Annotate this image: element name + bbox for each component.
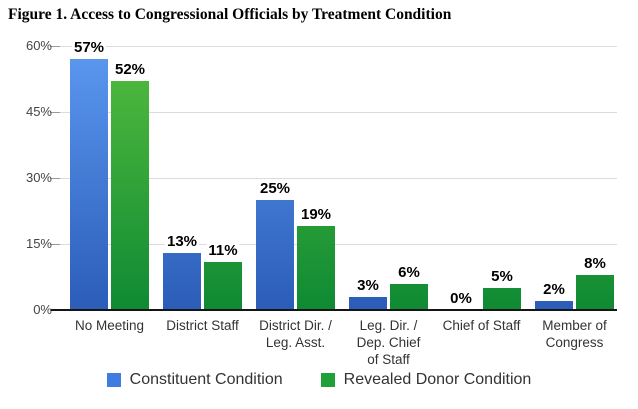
bar-value-label: 2% [541, 281, 567, 299]
bar-value-label: 0% [448, 290, 474, 307]
legend-swatch [320, 373, 335, 387]
bar-value-label: 3% [355, 276, 381, 294]
x-axis-label: District Staff [166, 318, 239, 333]
bar-group: 57% 52% No Meeting [70, 40, 149, 333]
bar-value-label: 25% [257, 180, 293, 197]
bar [111, 81, 149, 310]
y-axis-tick [50, 178, 60, 179]
y-axis-label: 15% [25, 236, 52, 251]
bar-value-label: 8% [582, 254, 608, 272]
y-axis-label: 45% [25, 104, 52, 119]
bar [535, 301, 573, 310]
y-axis-label: 60% [25, 38, 52, 53]
bar-value-label: 11% [206, 241, 240, 259]
bar [163, 252, 201, 310]
legend-item: Revealed Donor Condition [320, 371, 532, 389]
plot-area: 57% 52% No Meeting 13% 11% District Staff 25% 1… [50, 40, 617, 367]
bar [256, 200, 294, 310]
bar [70, 59, 108, 310]
bar [297, 226, 335, 310]
bar [576, 274, 614, 310]
legend: Constituent Condition Revealed Donor Cond… [0, 371, 638, 389]
y-axis-label: 30% [25, 170, 52, 185]
bar [390, 283, 428, 310]
bar-value-label: 19% [298, 206, 334, 224]
x-axis-label: Member of Congress [542, 318, 607, 350]
bar [204, 261, 242, 310]
y-axis-tick [50, 112, 60, 113]
y-axis-tick [50, 244, 60, 245]
y-axis-tick [50, 46, 60, 47]
bar-group: 25% 19% District Dir. / Leg. Asst. [256, 46, 335, 350]
bar [349, 296, 387, 310]
bar-value-label: 13% [164, 232, 200, 250]
bar-group: 2% 8% Member of Congress [535, 46, 614, 350]
gridline [57, 178, 617, 179]
bar-value-label: 5% [489, 268, 515, 285]
x-axis-label: Chief of Staff [442, 318, 521, 333]
bar-value-label: 57% [71, 39, 107, 57]
bar-value-label: 6% [396, 263, 422, 281]
legend-label: Revealed Donor Condition [343, 371, 532, 388]
legend-item: Constituent Condition [106, 371, 283, 389]
bar-value-label: 52% [112, 61, 148, 79]
x-axis-label: No Meeting [74, 318, 145, 333]
y-axis-label: 0% [33, 302, 52, 317]
legend-swatch [106, 373, 121, 387]
gridline [57, 244, 617, 245]
figure-title: Figure 1. Access to Congressional Offici… [8, 6, 452, 23]
legend-label: Constituent Condition [129, 371, 283, 388]
gridline [57, 46, 617, 47]
bar-group: 0% 5% Chief of Staff [442, 46, 521, 333]
gridline [57, 112, 617, 113]
bar-group: 13% 11% District Staff [163, 46, 242, 333]
x-axis-label: District Dir. / Leg. Asst. [259, 318, 332, 350]
bar [483, 288, 521, 310]
x-axis-label: Leg. Dir. / Dep. Chief of Staff [356, 318, 421, 367]
bar-group: 3% 6% Leg. Dir. / Dep. Chief of Staff [349, 46, 428, 367]
x-axis-line [51, 309, 617, 311]
